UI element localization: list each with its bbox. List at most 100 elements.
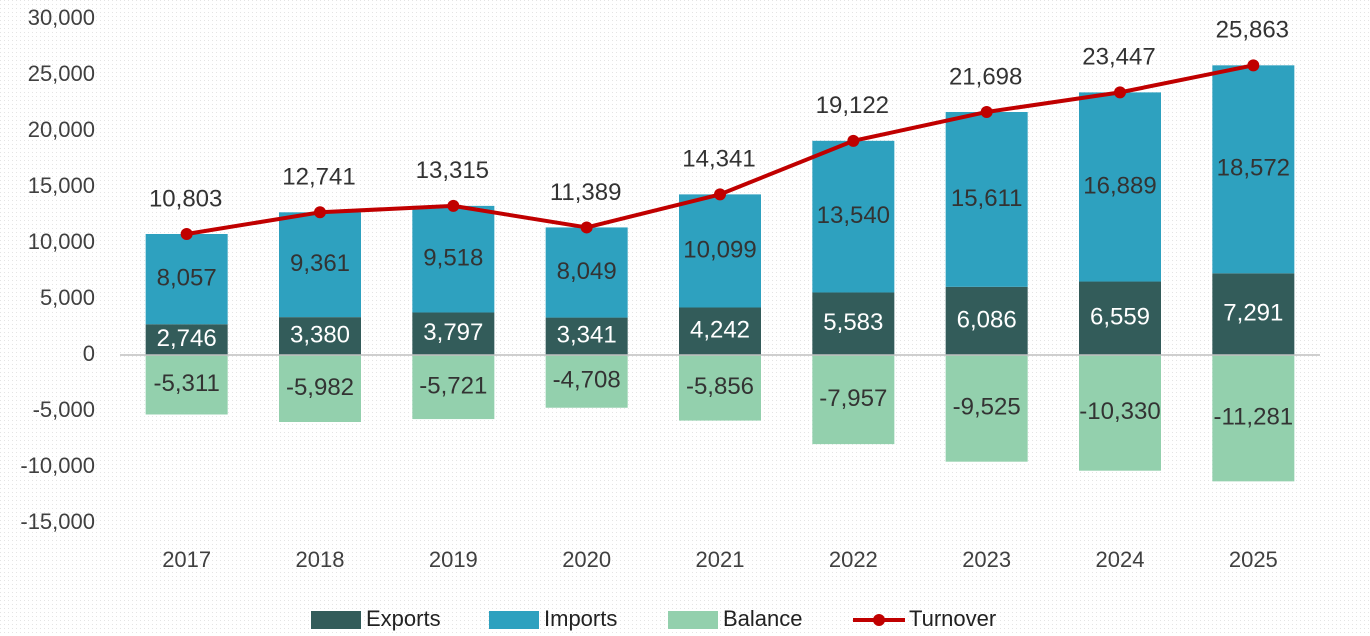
- data-label: 23,447: [1082, 44, 1155, 71]
- data-label: 18,572: [1217, 155, 1290, 182]
- line-marker: [847, 134, 860, 147]
- data-label: -5,982: [286, 374, 354, 401]
- y-tick-label: -10,000: [20, 453, 95, 478]
- data-label: 25,863: [1216, 17, 1289, 44]
- line-marker: [1114, 86, 1126, 99]
- bar: [812, 140, 895, 293]
- data-label: -5,856: [686, 373, 754, 400]
- bar: [412, 205, 495, 313]
- data-label: 8,049: [557, 258, 617, 285]
- bar: [1212, 65, 1295, 274]
- bar: [545, 355, 628, 408]
- bar: [679, 194, 761, 308]
- x-tick-label: 2019: [429, 547, 478, 572]
- bar: [412, 312, 495, 355]
- legend-swatch: [489, 611, 539, 629]
- y-tick-label: 5,000: [40, 285, 95, 310]
- line-marker: [714, 188, 726, 201]
- data-label: 3,341: [557, 322, 617, 349]
- legend-marker: [873, 614, 885, 626]
- data-label: 9,361: [290, 250, 350, 277]
- bar: [1212, 273, 1295, 355]
- legend-label: Exports: [366, 606, 441, 631]
- x-tick-label: 2022: [829, 547, 878, 572]
- data-label: 3,797: [423, 319, 483, 346]
- data-label: 6,559: [1090, 304, 1150, 331]
- bar: [279, 317, 361, 355]
- data-label: 15,611: [951, 185, 1023, 212]
- bar: [145, 355, 228, 415]
- data-label: 10,099: [683, 236, 756, 263]
- y-tick-label: -5,000: [33, 397, 95, 422]
- data-label: 8,057: [157, 264, 217, 291]
- bar: [1079, 92, 1161, 282]
- data-label: -4,708: [553, 367, 621, 394]
- bar: [812, 355, 895, 445]
- legend-label: Imports: [544, 606, 617, 631]
- line-marker: [580, 221, 593, 234]
- bar: [812, 292, 895, 355]
- data-label: 7,291: [1223, 300, 1283, 327]
- bar: [945, 355, 1028, 462]
- data-label: -11,281: [1214, 404, 1294, 431]
- line-marker: [1247, 59, 1260, 72]
- data-label: 19,122: [816, 92, 889, 119]
- data-label: 13,540: [817, 202, 890, 229]
- bar: [145, 234, 228, 325]
- x-tick-label: 2025: [1229, 547, 1278, 572]
- x-tick-label: 2017: [162, 547, 211, 572]
- data-label: 21,698: [949, 63, 1022, 90]
- bar: [679, 355, 761, 421]
- x-tick-label: 2020: [562, 547, 611, 572]
- data-label: 16,889: [1083, 172, 1156, 199]
- bar: [945, 286, 1028, 355]
- data-label: 12,741: [282, 164, 355, 191]
- legend-label: Balance: [723, 606, 803, 631]
- data-label: -7,957: [819, 385, 887, 412]
- data-label: 6,086: [957, 306, 1017, 333]
- data-label: 11,389: [550, 179, 622, 206]
- bar: [1079, 281, 1161, 355]
- line-marker: [980, 105, 993, 118]
- x-tick-label: 2023: [962, 547, 1011, 572]
- y-tick-label: 10,000: [28, 229, 95, 254]
- bar: [279, 212, 361, 318]
- data-label: 9,518: [423, 245, 483, 272]
- data-label: 3,380: [290, 321, 350, 348]
- y-tick-label: 25,000: [28, 61, 95, 86]
- bar: [945, 111, 1028, 287]
- data-label: -9,525: [953, 394, 1021, 421]
- line-marker: [447, 199, 460, 212]
- bar: [545, 317, 628, 355]
- data-label: -10,330: [1079, 398, 1160, 425]
- bar: [412, 355, 495, 420]
- legend-label: Turnover: [909, 606, 996, 631]
- bar: [679, 307, 761, 355]
- data-label: 2,746: [157, 325, 217, 352]
- bar: [545, 227, 628, 318]
- bar: [279, 355, 361, 422]
- legend-swatch: [668, 611, 718, 629]
- data-label: 5,583: [823, 309, 883, 336]
- y-tick-label: -15,000: [20, 509, 95, 534]
- data-label: -5,311: [154, 370, 220, 397]
- data-label: 10,803: [149, 185, 222, 212]
- x-tick-label: 2018: [296, 547, 345, 572]
- bar: [145, 324, 228, 355]
- y-tick-label: 15,000: [28, 173, 95, 198]
- y-tick-label: 30,000: [28, 5, 95, 30]
- bar: [1212, 355, 1295, 482]
- line-marker: [180, 228, 193, 241]
- bar: [1079, 355, 1161, 471]
- y-tick-label: 0: [83, 341, 95, 366]
- data-label: 4,242: [690, 317, 750, 344]
- x-tick-label: 2021: [696, 547, 745, 572]
- legend-swatch: [311, 611, 361, 629]
- x-tick-label: 2024: [1096, 547, 1145, 572]
- data-label: 14,341: [682, 146, 755, 173]
- y-tick-label: 20,000: [28, 117, 95, 142]
- line-marker: [314, 206, 326, 219]
- data-label: 13,315: [416, 157, 489, 184]
